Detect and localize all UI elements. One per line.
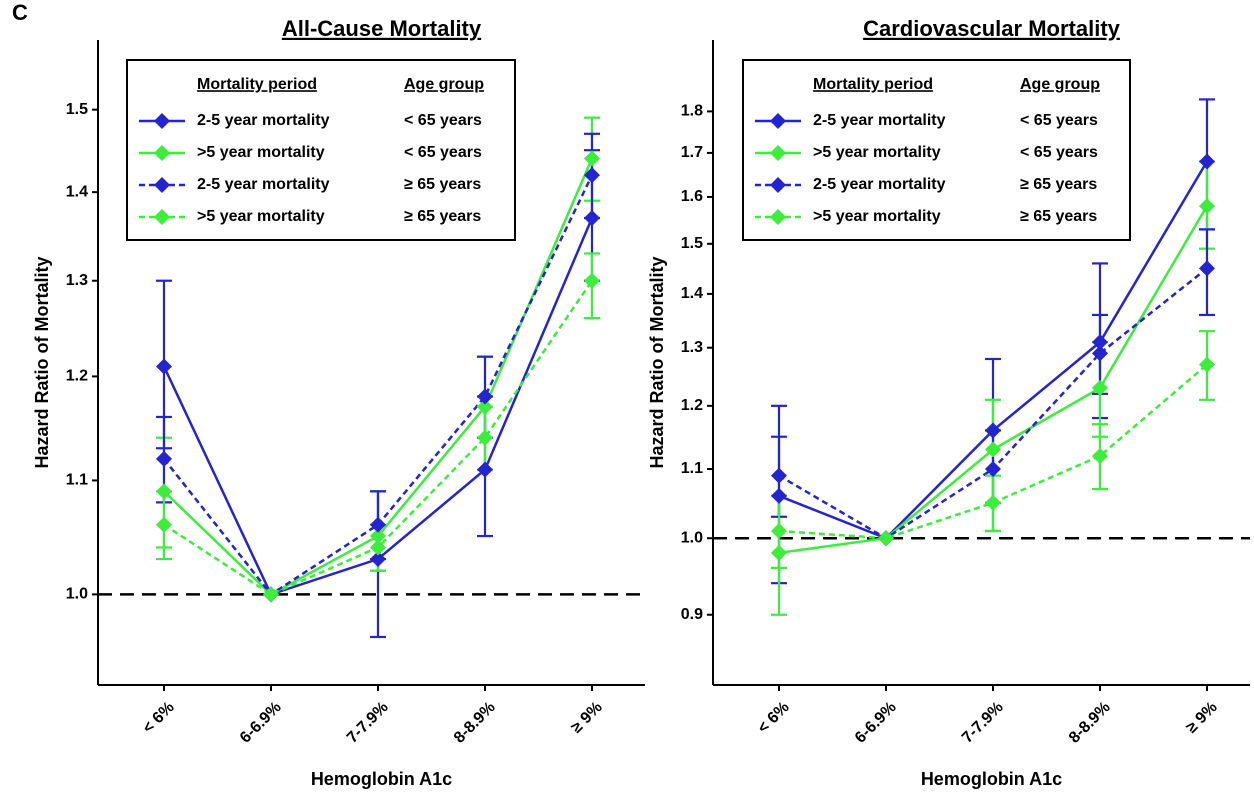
y-tick-label: 1.0 [66, 586, 88, 603]
legend-age: ≥ 65 years [1020, 208, 1097, 225]
chart-title: All-Cause Mortality [282, 16, 482, 41]
y-tick-label: 1.5 [66, 101, 88, 118]
x-tick-label: < 6% [755, 699, 793, 737]
y-tick-label: 1.2 [66, 368, 88, 385]
y-tick-label: 1.6 [681, 188, 703, 205]
legend-label: >5 year mortality [197, 144, 325, 161]
x-tick-label: 6-6.9% [237, 699, 285, 747]
x-tick-label: ≥ 9% [1183, 699, 1221, 737]
legend-age: < 65 years [404, 144, 482, 161]
legend-marker [154, 113, 170, 129]
marker [1199, 198, 1215, 215]
legend-label: 2-5 year mortality [813, 176, 946, 193]
x-tick-label: 7-7.9% [959, 699, 1007, 747]
marker [1199, 260, 1215, 277]
legend-header: Mortality period [813, 76, 933, 93]
legend-age: < 65 years [404, 112, 482, 129]
legend-age: < 65 years [1020, 144, 1098, 161]
marker [370, 516, 386, 533]
marker [477, 388, 493, 405]
legend-age: < 65 years [1020, 112, 1098, 129]
y-tick-label: 1.1 [66, 472, 88, 489]
y-tick-label: 1.2 [681, 397, 703, 414]
legend-marker [154, 177, 170, 193]
legend-marker [770, 145, 786, 161]
marker [584, 272, 600, 289]
legend-age: ≥ 65 years [404, 208, 481, 225]
x-tick-label: 7-7.9% [344, 699, 392, 747]
marker [263, 586, 279, 603]
legend-age: ≥ 65 years [404, 176, 481, 193]
marker [1092, 345, 1108, 362]
legend-marker [770, 177, 786, 193]
marker [477, 429, 493, 446]
legend-marker [770, 209, 786, 225]
y-tick-label: 1.4 [66, 183, 88, 200]
x-tick-label: ≥ 9% [568, 699, 606, 737]
marker [1092, 447, 1108, 464]
y-tick-label: 1.8 [681, 103, 703, 120]
marker [771, 523, 787, 540]
y-tick-label: 1.3 [681, 339, 703, 356]
legend-header: Age group [404, 76, 484, 93]
marker [477, 398, 493, 415]
x-tick-label: < 6% [140, 699, 178, 737]
marker [771, 544, 787, 561]
x-tick-label: 6-6.9% [852, 699, 900, 747]
marker [156, 516, 172, 533]
marker [156, 483, 172, 500]
marker [771, 487, 787, 504]
x-axis-title: Hemoglobin A1c [311, 769, 452, 789]
y-tick-label: 0.9 [681, 606, 703, 623]
marker [584, 167, 600, 184]
legend-header: Age group [1020, 76, 1100, 93]
y-tick-label: 1.4 [681, 285, 703, 302]
marker [156, 358, 172, 375]
y-axis-title: Hazard Ratio of Mortality [647, 256, 667, 468]
x-tick-label: 8-8.9% [451, 699, 499, 747]
marker [985, 422, 1001, 439]
marker [370, 551, 386, 568]
legend-label: 2-5 year mortality [197, 176, 330, 193]
legend-label: 2-5 year mortality [813, 112, 946, 129]
legend-label: >5 year mortality [813, 144, 941, 161]
marker [878, 530, 894, 547]
y-tick-label: 1.7 [681, 144, 703, 161]
marker [156, 450, 172, 467]
legend-label: 2-5 year mortality [197, 112, 330, 129]
marker [985, 494, 1001, 511]
legend-label: >5 year mortality [813, 208, 941, 225]
marker [1092, 379, 1108, 396]
legend-header: Mortality period [197, 76, 317, 93]
x-tick-label: 8-8.9% [1066, 699, 1114, 747]
chart-title: Cardiovascular Mortality [863, 16, 1121, 41]
legend-marker [154, 145, 170, 161]
marker [370, 528, 386, 545]
x-axis-title: Hemoglobin A1c [921, 769, 1062, 789]
marker [771, 467, 787, 484]
marker [1199, 153, 1215, 170]
legend-label: >5 year mortality [197, 208, 325, 225]
legend-marker [770, 113, 786, 129]
y-tick-label: 1.0 [681, 529, 703, 546]
y-tick-label: 1.1 [681, 460, 703, 477]
marker [985, 461, 1001, 478]
marker [1092, 334, 1108, 351]
y-tick-label: 1.5 [681, 235, 703, 252]
legend-box [742, 59, 1131, 241]
legend-box [126, 59, 516, 241]
marker [584, 150, 600, 167]
series-line [778, 363, 1208, 540]
panel-label: C [12, 0, 28, 25]
y-tick-label: 1.3 [66, 272, 88, 289]
marker [584, 210, 600, 227]
marker [477, 461, 493, 478]
marker [1199, 356, 1215, 373]
legend-age: ≥ 65 years [1020, 176, 1097, 193]
legend-marker [154, 209, 170, 225]
marker [985, 441, 1001, 458]
marker [370, 539, 386, 556]
y-axis-title: Hazard Ratio of Mortality [32, 256, 52, 468]
